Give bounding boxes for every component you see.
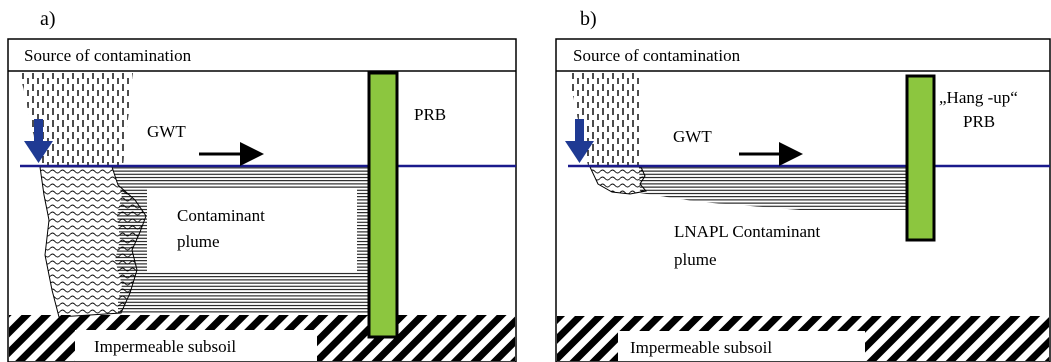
panel-b-hangup-text: „Hang -up“ bbox=[939, 88, 1018, 107]
panel-b-prb-text: PRB bbox=[963, 112, 995, 131]
panel-b-subsoil-text: Impermeable subsoil bbox=[630, 338, 772, 357]
panel-a-prb-text: PRB bbox=[414, 105, 446, 124]
panel-b-source-text: Source of contamination bbox=[573, 46, 741, 65]
panel-a-subsoil-label-box bbox=[75, 330, 317, 361]
panel-b-prb-wall bbox=[905, 74, 936, 242]
panel-b-plume bbox=[639, 167, 907, 210]
panel-a-source-body bbox=[39, 166, 147, 318]
panel-b: b) Source of contamination Impermeable s… bbox=[555, 8, 1051, 362]
panel-a-subsoil-text: Impermeable subsoil bbox=[94, 337, 236, 356]
panel-a-gwt-text: GWT bbox=[147, 122, 186, 141]
panel-a-plume-line1: Contaminant bbox=[177, 206, 265, 225]
panel-a-label: a) bbox=[40, 8, 56, 30]
panel-b-source-body bbox=[589, 166, 647, 195]
panel-b-gwt-text: GWT bbox=[673, 127, 712, 146]
panel-b-subsoil-label-box bbox=[618, 331, 865, 361]
panel-a: a) Source of contamination Impermeable s… bbox=[7, 8, 517, 362]
panel-b-down-arrow-icon bbox=[565, 119, 594, 163]
panel-b-label: b) bbox=[580, 8, 597, 30]
panel-a-plume-label-box bbox=[147, 188, 357, 272]
panel-a-source-text: Source of contamination bbox=[24, 46, 192, 65]
panel-a-plume-line2: plume bbox=[177, 232, 220, 251]
panel-a-down-arrow-icon bbox=[24, 119, 53, 163]
panel-b-plume-line2: plume bbox=[674, 250, 717, 269]
panel-a-prb-wall bbox=[367, 71, 399, 339]
panel-b-plume-line1: LNAPL Contaminant bbox=[674, 222, 820, 241]
